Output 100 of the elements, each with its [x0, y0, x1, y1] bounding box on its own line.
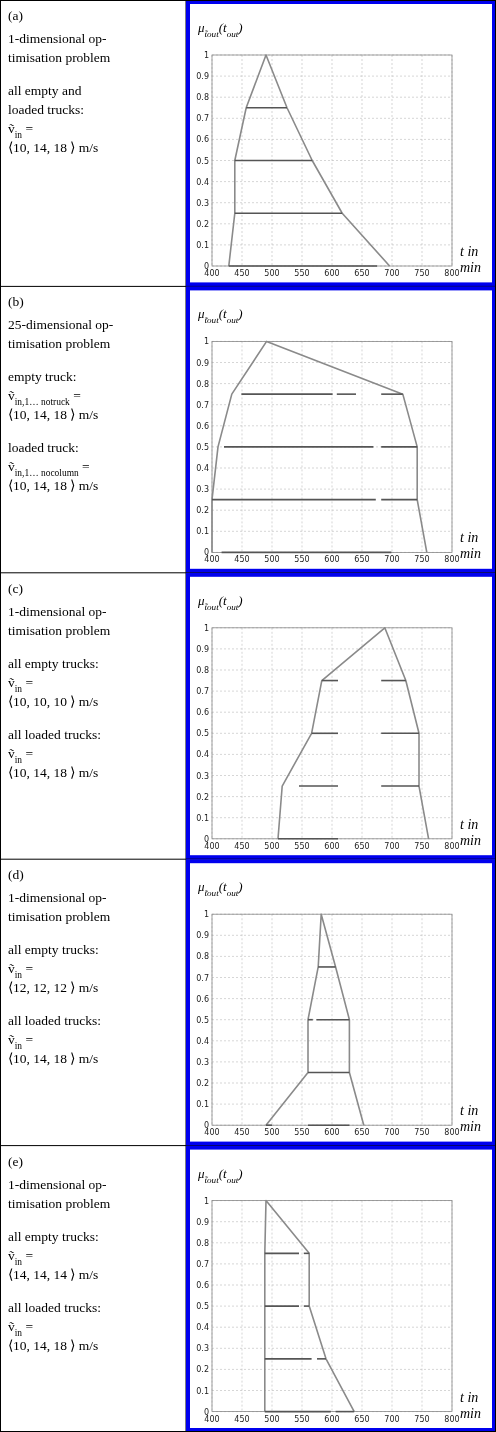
x-tick-label: 500 [264, 841, 280, 851]
y-tick-label: 0.8 [196, 379, 209, 389]
y-tick-label: 0 [203, 1407, 209, 1417]
text: 1-dimensional op- timisation problem [8, 890, 111, 925]
x-tick-label: 800 [444, 555, 460, 565]
y-tick-label: 0.6 [196, 421, 209, 431]
y-axis-title: μ$_{t̃out}$(t$_{out}$) [197, 20, 243, 39]
x-tick-label: 400 [204, 1128, 220, 1138]
x-tick-label: 750 [414, 555, 430, 565]
x-tick-label: 400 [204, 1414, 220, 1424]
x-tick-label: 500 [264, 1414, 280, 1424]
text: loaded truck: ṽ$_{in,1… no}$$_{column}$ = ⟨10, 14, 18 ⟩ m/s [8, 440, 99, 494]
y-tick-label: 0 [203, 1121, 209, 1131]
y-tick-label: 0.7 [196, 1259, 209, 1269]
y-tick-label: 0 [203, 834, 209, 844]
y-tick-label: 0.5 [196, 156, 209, 166]
y-tick-label: 0.8 [196, 1238, 209, 1248]
x-tick-label: 500 [264, 1128, 280, 1138]
x-tick-label: 650 [354, 1414, 370, 1424]
text: all empty trucks: ṽ$_{in}$ = ⟨10, 10, 10 ⟩ m/s [8, 655, 99, 709]
x-axis-title: t in min [460, 816, 481, 848]
x-tick-label: 750 [414, 1128, 430, 1138]
text: 25-dimensional op- timisation problem [8, 317, 114, 352]
text: (c) [8, 580, 23, 596]
y-axis-title: μ$_{t̃out}$(t$_{out}$) [197, 306, 243, 326]
x-tick-label: 450 [234, 269, 250, 278]
y-axis-title: μ$_{t̃out}$(t$_{out}$) [197, 1165, 243, 1185]
y-tick-label: 0 [203, 262, 209, 271]
y-tick-label: 0.9 [196, 72, 209, 82]
x-tick-label: 700 [384, 1414, 400, 1424]
y-tick-label: 1 [203, 1196, 209, 1206]
y-tick-label: 0.8 [196, 666, 209, 675]
x-tick-label: 750 [414, 1414, 430, 1424]
y-tick-label: 0.9 [196, 931, 209, 941]
y-tick-label: 0.3 [196, 485, 209, 495]
x-tick-label: 600 [324, 1414, 340, 1424]
y-axis-title: μ$_{t̃out}$(t$_{out}$) [197, 879, 243, 899]
text: empty truck: ṽ$_{in,1… no}$$_{truck}$ = ⟨10, 14, 18 ⟩ m/s [8, 369, 99, 423]
x-tick-label: 700 [384, 841, 400, 851]
y-tick-label: 0.6 [196, 708, 209, 718]
text: all empty trucks: ṽ$_{in}$ = ⟨14, 14, 14 ⟩ m/s [8, 1228, 99, 1282]
y-tick-label: 0.7 [196, 687, 209, 697]
y-tick-label: 0.1 [196, 1386, 209, 1396]
x-tick-label: 550 [294, 1414, 310, 1424]
x-tick-label: 700 [384, 1128, 400, 1138]
x-tick-label: 550 [294, 269, 310, 278]
text: (e) [8, 1153, 23, 1169]
x-tick-label: 600 [324, 841, 340, 851]
y-tick-label: 0.7 [196, 973, 209, 983]
y-tick-label: 0.2 [196, 792, 209, 802]
y-tick-label: 0.5 [196, 1302, 209, 1312]
x-tick-label: 600 [324, 555, 340, 565]
x-tick-label: 800 [444, 1128, 460, 1138]
y-tick-label: 0.4 [196, 1323, 209, 1333]
y-tick-label: 0.9 [196, 358, 209, 368]
x-axis-title: t in min [460, 530, 481, 562]
y-tick-label: 0.2 [196, 506, 209, 516]
y-tick-label: 1 [203, 623, 209, 633]
y-tick-label: 0.4 [196, 1036, 209, 1046]
text: (b) [8, 294, 24, 310]
text: (a) [8, 8, 23, 23]
text: 1-dimensional op- timisation problem [8, 603, 111, 638]
x-tick-label: 400 [204, 269, 220, 278]
x-tick-label: 400 [204, 841, 220, 851]
x-tick-label: 700 [384, 269, 400, 278]
text: 1-dimensional op- timisation problem [8, 1176, 111, 1211]
x-tick-label: 650 [354, 841, 370, 851]
x-tick-label: 600 [324, 269, 340, 278]
x-tick-label: 550 [294, 1128, 310, 1138]
y-tick-label: 0.2 [196, 1079, 209, 1088]
x-tick-label: 800 [444, 1414, 460, 1424]
text: (d) [8, 867, 24, 883]
x-tick-label: 800 [444, 269, 460, 278]
x-tick-label: 550 [294, 555, 310, 565]
y-tick-label: 0.4 [196, 177, 209, 187]
x-tick-label: 550 [294, 841, 310, 851]
y-tick-label: 0.3 [196, 1057, 209, 1067]
y-tick-label: 0.1 [196, 240, 209, 250]
text: all loaded trucks: ṽ$_{in}$ = ⟨10, 14, 18 ⟩ m/s [8, 726, 101, 780]
x-tick-label: 700 [384, 555, 400, 565]
x-tick-label: 650 [354, 1128, 370, 1138]
text: 1-dimensional op- timisation problem [8, 31, 111, 65]
y-tick-label: 0.1 [196, 1100, 209, 1110]
text: all loaded trucks: ṽ$_{in}$ = ⟨10, 14, 18 ⟩ m/s [8, 1299, 101, 1353]
x-tick-label: 650 [354, 269, 370, 278]
y-tick-label: 0.7 [196, 400, 209, 410]
x-tick-label: 500 [264, 269, 280, 278]
text: all empty trucks: ṽ$_{in}$ = ⟨12, 12, 12 ⟩ m/s [8, 942, 99, 996]
x-tick-label: 650 [354, 555, 370, 565]
x-tick-label: 450 [234, 1128, 250, 1138]
y-tick-label: 1 [203, 337, 209, 347]
y-tick-label: 0.2 [196, 1365, 209, 1375]
y-tick-label: 0.5 [196, 442, 209, 452]
y-tick-label: 1 [203, 51, 209, 60]
x-tick-label: 400 [204, 555, 220, 565]
y-tick-label: 1 [203, 910, 209, 920]
text: all loaded trucks: ṽ$_{in}$ = ⟨10, 14, 18 ⟩ m/s [8, 1013, 101, 1067]
y-tick-label: 0.2 [196, 219, 209, 229]
y-tick-label: 0.3 [196, 1344, 209, 1354]
y-tick-label: 0.5 [196, 729, 209, 739]
